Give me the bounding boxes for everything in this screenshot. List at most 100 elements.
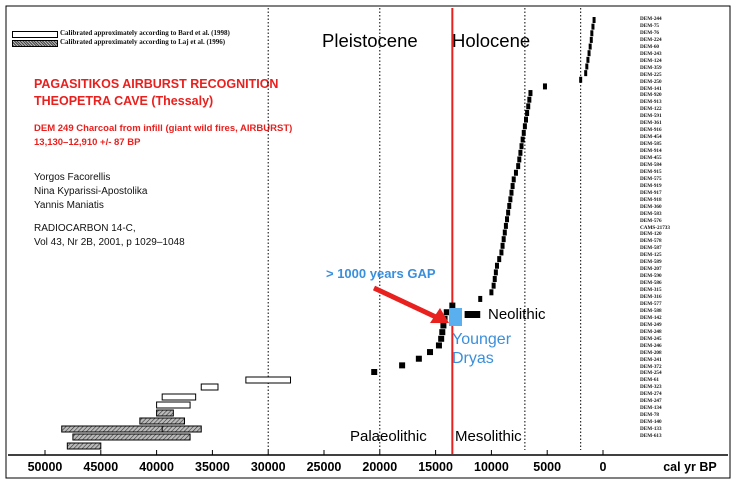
sample-id-label: DEM-75 [640, 22, 660, 29]
data-point [502, 229, 507, 236]
data-point [427, 349, 434, 356]
data-point [440, 322, 447, 329]
author-1: Yorgos Facorellis [34, 172, 111, 183]
sample-id-label: DEM-359 [640, 64, 662, 71]
sample-id-label: DEM-916 [640, 127, 662, 134]
data-point [371, 369, 378, 375]
x-tick-label: 35000 [195, 460, 230, 474]
x-tick-label: 30000 [251, 460, 286, 474]
interval-bar-hatched [61, 425, 163, 433]
x-tick-label: 50000 [28, 460, 63, 474]
sample-line-2: 13,130–12,910 +/- 87 BP [34, 137, 141, 148]
sample-id-label: DEM-207 [640, 266, 662, 273]
sample-id-label: DEM-315 [640, 287, 662, 294]
sample-id-label: DEM-134 [640, 405, 662, 412]
sample-id-label: DEM-254 [640, 370, 662, 377]
sample-id-label: DEM-591 [640, 113, 662, 120]
data-point [586, 56, 590, 63]
sample-id-label: DEM-455 [640, 155, 662, 161]
data-point [592, 17, 596, 23]
data-point [500, 242, 505, 249]
data-point [523, 116, 528, 123]
data-point [499, 249, 504, 256]
label-dryas: Dryas [452, 350, 494, 367]
interval-bar-hatched [66, 442, 102, 450]
sample-id-label: DEM-360 [640, 203, 662, 210]
sample-id-label: DEM-248 [640, 328, 662, 335]
sample-id-label: DEM-225 [640, 71, 662, 78]
sample-id-label: DEM-141 [640, 85, 662, 92]
sample-id-label: DEM-142 [640, 314, 662, 321]
data-point [520, 136, 525, 143]
data-point [584, 70, 588, 77]
data-point [508, 196, 513, 203]
sample-id-label: DEM-454 [640, 134, 662, 141]
sample-id-label: DEM-120 [640, 231, 662, 238]
sample-id-label: DEM-585 [640, 141, 662, 148]
data-point [527, 96, 532, 103]
sample-line-1: DEM 249 Charcoal from infill (giant wild… [34, 123, 293, 134]
data-point [506, 209, 511, 216]
data-point [501, 236, 506, 243]
data-point [438, 335, 445, 342]
x-tick-label: 25000 [307, 460, 342, 474]
sample-id-label: DEM-274 [640, 391, 662, 398]
sample-id-label: DEM-78 [640, 412, 660, 419]
x-tick-label: 10000 [474, 460, 509, 474]
x-tick-label: 0 [600, 460, 607, 474]
data-point [493, 269, 498, 276]
label-younger: Younger [452, 331, 512, 348]
sample-id-label: DEM-133 [640, 426, 662, 433]
author-2: Nina Kyparissi-Apostolika [34, 186, 148, 197]
data-point [435, 342, 442, 349]
interval-bar-white [245, 376, 292, 384]
sample-id-label: DEM-372 [640, 363, 662, 370]
sample-id-label: DEM-323 [640, 384, 662, 391]
sample-id-label: DEM-140 [640, 419, 662, 426]
sample-id-label: DEM-586 [640, 280, 662, 287]
sample-id-label: DEM-584 [640, 161, 662, 168]
data-point [579, 76, 583, 83]
data-point [522, 123, 527, 130]
sample-id-label: DEM-913 [640, 99, 662, 106]
data-point [510, 183, 515, 190]
legend-swatch-hatched [12, 40, 58, 47]
sample-id-label: DEM-76 [640, 29, 660, 36]
sample-id-label: DEM-920 [640, 92, 662, 99]
sample-id-label: DEM-914 [640, 148, 662, 155]
data-point [494, 262, 499, 269]
data-point [519, 143, 524, 150]
data-point [588, 43, 592, 50]
sample-id-label: DEM-245 [640, 335, 662, 342]
label-holocene: Holocene [452, 30, 531, 51]
sample-id-label: DEM-578 [640, 238, 662, 245]
data-point [587, 50, 591, 57]
data-point [478, 295, 483, 302]
data-point [511, 176, 516, 183]
data-point [492, 276, 497, 283]
sample-id-label: DEM-590 [640, 273, 662, 280]
sample-id-label: DEM-61 [640, 377, 660, 384]
sample-id-label: DEM-208 [640, 349, 662, 356]
data-point [443, 309, 450, 316]
label-neolithic: Neolithic [488, 306, 546, 323]
sample-id-label: DEM-125 [640, 252, 662, 259]
reference-line-1: RADIOCARBON 14-C, [34, 223, 136, 234]
sample-id-label: DEM-250 [640, 78, 662, 85]
x-tick-label: 15000 [418, 460, 453, 474]
legend-label-bard: Calibrated approximately according to Ba… [60, 29, 230, 37]
sample-id-label: DEM-589 [640, 259, 662, 266]
data-point [503, 222, 508, 229]
data-point [449, 302, 456, 309]
label-mesolithic: Mesolithic [455, 428, 522, 445]
x-axis-title: cal yr BP [663, 460, 717, 474]
label-pleistocene: Pleistocene [322, 30, 418, 51]
data-point [585, 63, 589, 70]
x-tick-label: 20000 [362, 460, 397, 474]
sample-id-label: DEM-587 [640, 245, 662, 252]
interval-bar-hatched [139, 417, 185, 425]
data-point [589, 36, 593, 43]
gap-arrow [372, 285, 449, 323]
